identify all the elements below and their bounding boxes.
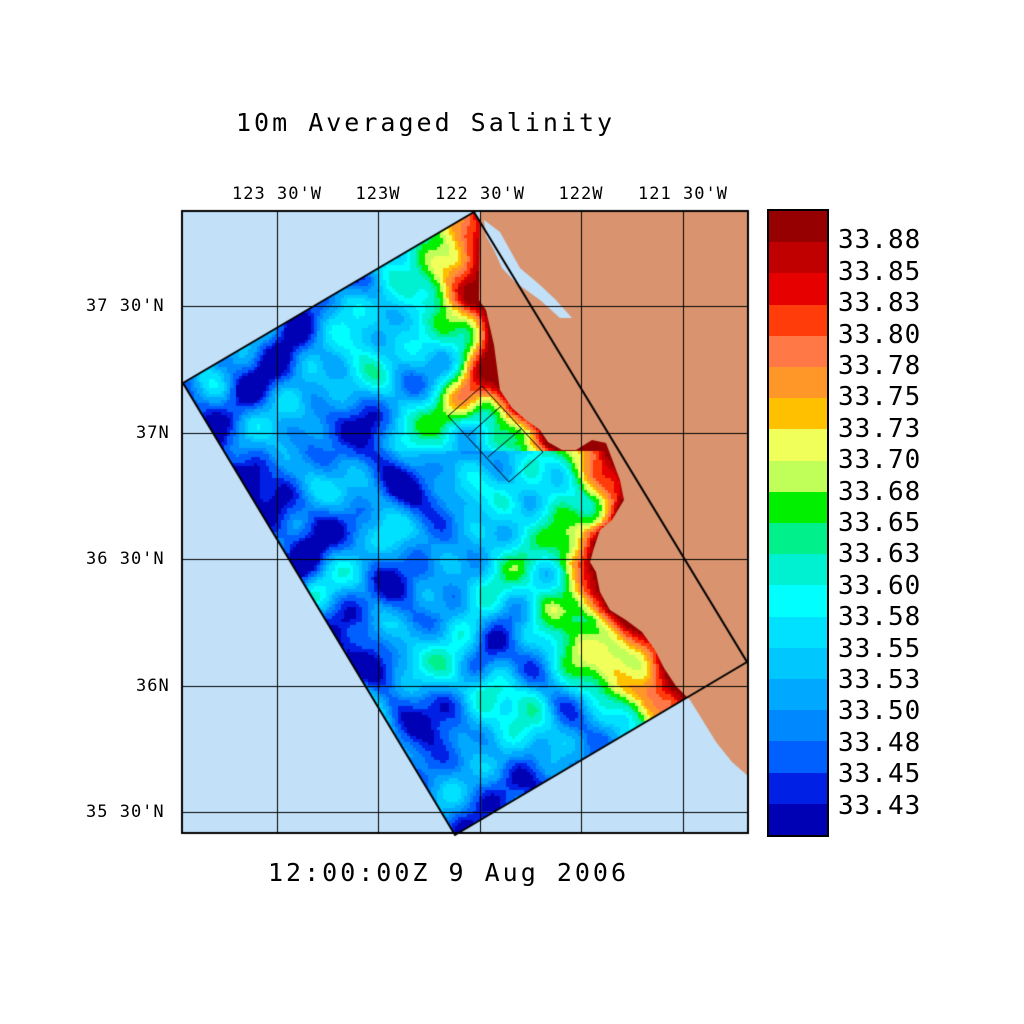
colorbar-band <box>769 367 827 399</box>
colorbar-band <box>769 335 827 368</box>
colorbar-band <box>769 211 827 243</box>
lat-label: 36N <box>136 676 170 696</box>
colorbar-band <box>769 616 827 648</box>
colorbar-band <box>769 647 827 680</box>
colorbar-band <box>769 460 827 492</box>
colorbar-label: 33.75 <box>838 382 922 413</box>
colorbar-label: 33.73 <box>838 413 922 444</box>
lon-label: 121 30'W <box>638 184 728 204</box>
lon-label: 123 30'W <box>232 184 322 204</box>
colorbar-label: 33.58 <box>838 602 922 633</box>
timestamp: 12:00:00Z 9 Aug 2006 <box>268 858 630 887</box>
colorbar-band <box>769 491 827 524</box>
colorbar-band <box>769 554 827 586</box>
colorbar-band <box>769 304 827 336</box>
colorbar-label: 33.80 <box>838 319 922 350</box>
colorbar-label: 33.50 <box>838 696 922 727</box>
colorbar-label: 33.78 <box>838 351 922 381</box>
colorbar-band <box>769 710 827 742</box>
lon-label: 123W <box>355 184 401 204</box>
colorbar-label: 33.48 <box>838 727 922 758</box>
lat-label: 37 30'N <box>86 296 165 316</box>
colorbar-band <box>769 772 827 804</box>
colorbar-label: 33.70 <box>838 445 922 476</box>
colorbar-label: 33.68 <box>838 476 922 507</box>
lon-label: 122W <box>558 184 604 204</box>
colorbar-band <box>769 398 827 430</box>
colorbar-band <box>769 523 827 555</box>
colorbar-band <box>769 273 827 305</box>
colorbar-label: 33.55 <box>838 633 922 664</box>
colorbar-label: 33.88 <box>838 225 922 256</box>
colorbar-band <box>769 679 827 711</box>
lat-label: 37N <box>136 423 170 443</box>
plot-title: 10m Averaged Salinity <box>236 108 616 137</box>
colorbar-label: 33.65 <box>838 508 922 538</box>
colorbar-label: 33.53 <box>838 665 922 695</box>
colorbar-label: 33.63 <box>838 539 922 570</box>
lat-label: 36 30'N <box>86 549 165 569</box>
colorbar-band <box>769 585 827 617</box>
colorbar-band <box>769 741 827 773</box>
colorbar-label: 33.60 <box>838 570 922 601</box>
colorbar-band <box>769 429 827 461</box>
lat-label: 35 30'N <box>86 802 165 822</box>
colorbar-band <box>769 242 827 274</box>
colorbar-label: 33.45 <box>838 759 922 790</box>
colorbar <box>767 209 829 837</box>
colorbar-band <box>769 803 827 836</box>
colorbar-label: 33.85 <box>838 256 922 287</box>
colorbar-label: 33.43 <box>838 790 922 821</box>
colorbar-label: 33.83 <box>838 288 922 319</box>
lon-label: 122 30'W <box>435 184 525 204</box>
